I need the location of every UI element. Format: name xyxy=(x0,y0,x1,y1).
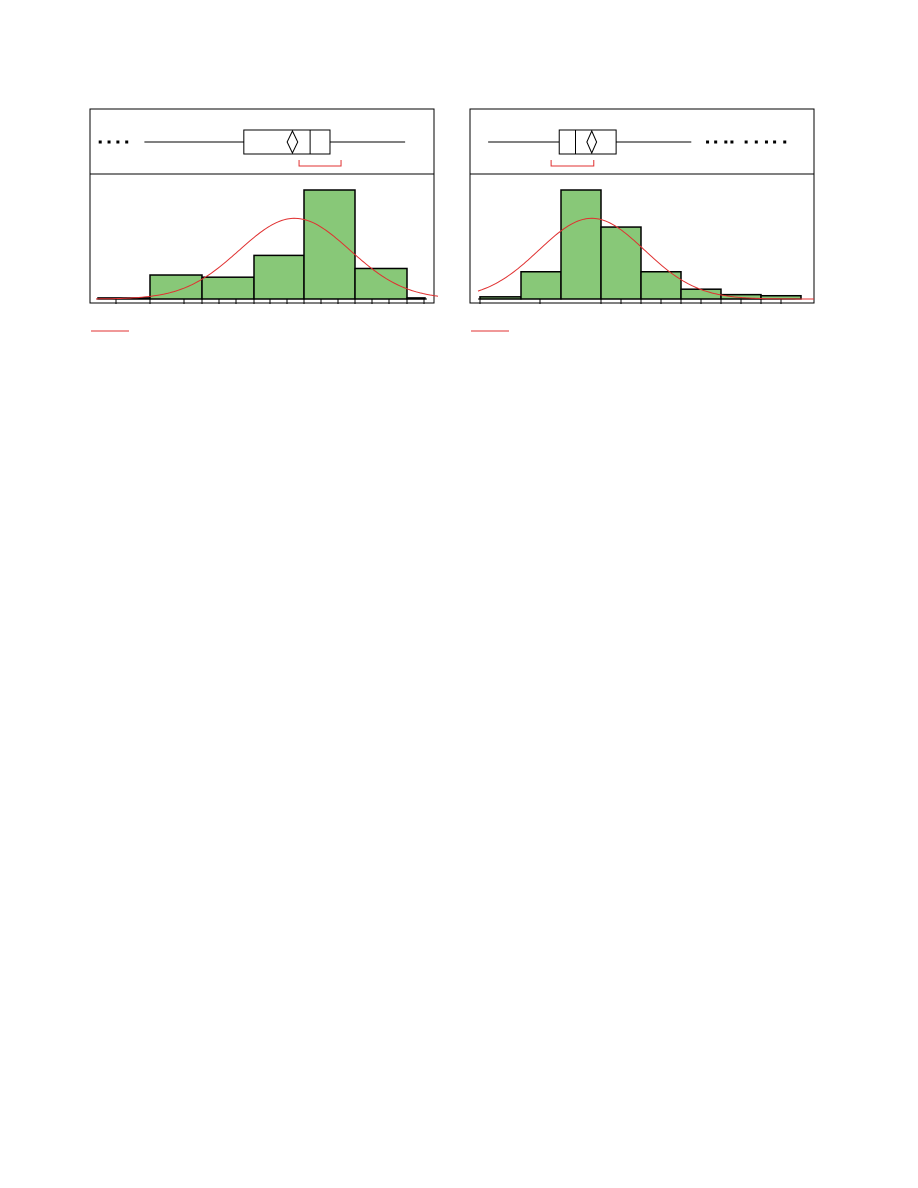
histogram-bar-right-2 xyxy=(560,189,602,300)
normal-fit-curve-left xyxy=(96,217,439,300)
outlier-point-right-1 xyxy=(714,140,718,144)
histogram-chart-right xyxy=(469,108,815,332)
outlier-point-left-3 xyxy=(125,140,129,144)
outlier-point-right-0 xyxy=(706,140,710,144)
outlier-point-right-2 xyxy=(724,140,728,144)
histogram-chart-left xyxy=(89,108,439,332)
histogram-bar-right-1 xyxy=(520,271,562,300)
outlier-point-right-3 xyxy=(730,140,734,144)
histogram-bar-left-5 xyxy=(354,267,408,300)
shortest-half-bracket-left xyxy=(298,160,342,167)
chart-frame-right xyxy=(469,108,815,304)
histogram-panel-left xyxy=(89,108,439,332)
histogram-bar-left-2 xyxy=(201,276,255,300)
outlier-point-right-4 xyxy=(744,140,748,144)
outlier-point-right-5 xyxy=(754,140,758,144)
outlier-point-left-0 xyxy=(98,140,102,144)
mean-diamond-right xyxy=(586,129,598,155)
outlier-point-right-6 xyxy=(764,140,768,144)
outlier-point-right-8 xyxy=(783,140,787,144)
histogram-bar-left-3 xyxy=(253,254,305,300)
outlier-point-left-2 xyxy=(116,140,120,144)
outlier-point-left-1 xyxy=(107,140,111,144)
shortest-half-bracket-right xyxy=(550,160,595,167)
chart-frame-left xyxy=(89,108,435,304)
outlier-point-right-7 xyxy=(773,140,777,144)
histogram-panel-right xyxy=(469,108,815,332)
mean-diamond-left xyxy=(286,129,299,155)
boxplot-box-right xyxy=(558,129,617,155)
histogram-bar-left-4 xyxy=(303,189,356,300)
histogram-bar-right-3 xyxy=(600,226,642,300)
normal-fit-curve-right xyxy=(477,217,814,300)
